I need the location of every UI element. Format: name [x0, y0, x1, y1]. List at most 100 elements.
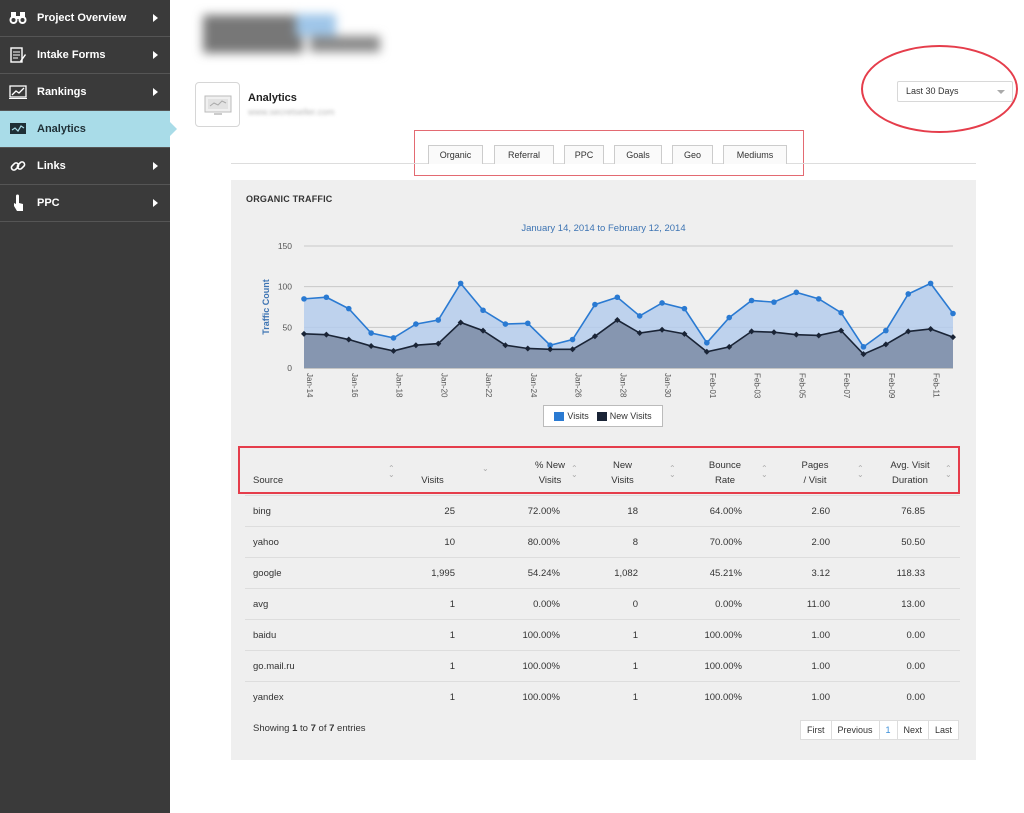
table-cell: 10	[444, 537, 455, 548]
data-point	[345, 336, 352, 343]
legend-label-new-visits[interactable]: New Visits	[609, 411, 652, 421]
data-point	[323, 331, 330, 338]
data-point	[614, 294, 621, 301]
sidebar-item-analytics[interactable]: Analytics	[0, 111, 177, 148]
table-row: baidu 1 100.00% 1 100.00% 1.00 0.00	[245, 619, 960, 650]
pager-first[interactable]: First	[800, 720, 832, 740]
sidebar-item-intake-forms[interactable]: Intake Forms	[0, 37, 170, 74]
data-point	[681, 305, 688, 312]
x-tick-label: Jan-20	[439, 373, 448, 398]
sort-icon[interactable]: ⌃ ⌄	[571, 464, 578, 479]
column-header[interactable]: Visits	[395, 473, 470, 488]
sidebar-item-rankings[interactable]: Rankings	[0, 74, 170, 111]
data-point	[748, 328, 755, 335]
table-cell: 13.00	[901, 599, 925, 610]
sort-icon[interactable]: ⌃ ⌄	[857, 464, 864, 479]
sidebar-item-project-overview[interactable]: Project Overview	[0, 0, 170, 37]
data-point	[659, 326, 666, 333]
table-cell: google	[253, 568, 282, 579]
x-tick-label: Jan-30	[663, 373, 672, 398]
table-cell: 1	[449, 630, 455, 641]
table-row: avg 1 0.00% 0 0.00% 11.00 13.00	[245, 588, 960, 619]
column-header-line2: / Visit	[803, 475, 827, 486]
table-cell: 64.00%	[709, 506, 742, 517]
sort-icon[interactable]: ⌃ ⌄	[388, 464, 395, 479]
sidebar-item-label: Rankings	[37, 86, 87, 98]
data-point	[435, 340, 442, 347]
column-header[interactable]: New Visits	[585, 458, 660, 488]
table-cell: 76.85	[901, 506, 925, 517]
x-tick-label: Feb-05	[797, 373, 806, 399]
column-header-line1: New	[612, 460, 632, 471]
x-tick-label: Jan-22	[484, 373, 493, 398]
data-point	[301, 296, 307, 302]
legend-swatch-visits	[554, 411, 565, 421]
series-line-0	[303, 282, 954, 348]
column-header-line1: % New	[534, 460, 566, 471]
table-info: Showing 1 to 7 of 7 entries	[253, 723, 366, 734]
page-title: Analytics	[248, 92, 297, 104]
analytics-icon	[195, 82, 240, 127]
chevron-right-icon	[153, 51, 158, 59]
binoculars-icon	[8, 9, 28, 27]
data-point	[390, 335, 397, 341]
data-point	[368, 330, 374, 336]
tab-organic[interactable]: Organic	[428, 145, 483, 164]
chevron-right-icon	[153, 199, 158, 207]
sort-icon[interactable]: ⌃ ⌄	[761, 464, 768, 479]
table-cell: 100.00%	[704, 630, 742, 641]
data-point	[502, 321, 509, 327]
series-area-1	[304, 320, 953, 368]
legend-swatch-new-visits	[596, 411, 607, 421]
data-point	[771, 299, 777, 305]
data-point	[726, 343, 733, 350]
table-cell: 0.00%	[715, 599, 742, 610]
sidebar-item-label: Analytics	[37, 123, 86, 135]
table-cell: 80.00%	[527, 537, 560, 548]
site-url: www.secretseller.com	[248, 107, 335, 117]
tab-mediums[interactable]: Mediums	[723, 145, 787, 164]
tab-referral[interactable]: Referral	[494, 145, 554, 164]
sort-icon[interactable]: ⌃ ⌄	[945, 464, 952, 479]
tab-goals[interactable]: Goals	[614, 145, 662, 164]
data-point	[793, 331, 800, 338]
x-tick-label: Jan-16	[350, 373, 359, 398]
sort-icon[interactable]: ⌃ ⌄	[669, 464, 676, 479]
column-header[interactable]: Pages / Visit	[775, 458, 855, 488]
column-header-line2: Visits	[421, 475, 444, 486]
data-point	[480, 327, 487, 334]
sidebar-item-ppc[interactable]: PPC	[0, 185, 170, 222]
table-cell: avg	[253, 599, 269, 610]
chevron-down-icon	[997, 90, 1005, 94]
table-cell: 0.00%	[533, 599, 560, 610]
tab-geo[interactable]: Geo	[672, 145, 713, 164]
sort-desc-icon[interactable]: ⌄	[482, 464, 489, 473]
column-header[interactable]: Bounce Rate	[680, 458, 770, 488]
data-point	[927, 325, 934, 332]
data-point	[569, 346, 576, 353]
column-header-line1: Avg. Visit	[890, 460, 930, 471]
column-header-line1: Bounce	[708, 460, 742, 471]
pager-previous[interactable]: Previous	[831, 720, 880, 740]
column-header[interactable]: Source	[253, 473, 343, 488]
pager-page-1[interactable]: 1	[879, 720, 898, 740]
sidebar-item-links[interactable]: Links	[0, 148, 170, 185]
data-point	[547, 342, 553, 349]
info-text: of	[315, 723, 330, 734]
table-cell: 54.24%	[527, 568, 560, 579]
pager-next[interactable]: Next	[897, 720, 930, 740]
column-header[interactable]: Avg. Visit Duration	[865, 458, 955, 488]
column-header[interactable]: % New Visits	[495, 458, 605, 488]
legend-label-visits[interactable]: Visits	[567, 411, 589, 421]
pager-last[interactable]: Last	[929, 720, 960, 740]
table-cell: 100.00%	[704, 661, 742, 672]
data-point	[770, 329, 777, 336]
sidebar: Project Overview Intake Forms Rankings A…	[0, 0, 177, 813]
data-point	[413, 321, 419, 327]
table-cell: 1	[632, 630, 638, 641]
info-total: 7	[329, 723, 335, 734]
date-range-select[interactable]: Last 30 Days	[897, 81, 1013, 102]
data-point	[905, 328, 912, 335]
tab-ppc[interactable]: PPC	[564, 145, 604, 164]
data-point	[681, 330, 688, 337]
